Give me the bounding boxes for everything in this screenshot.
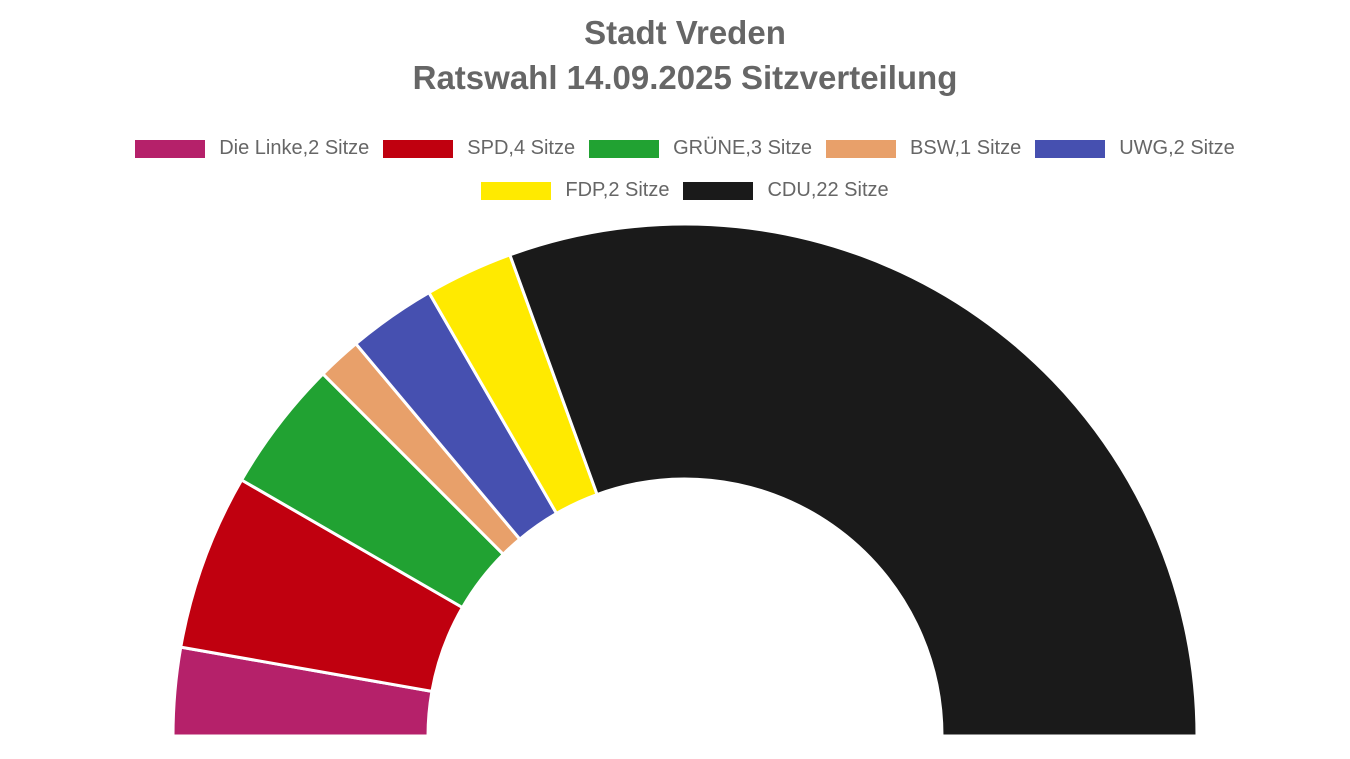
legend-row-1: Die Linke,2 Sitze SPD,4 Sitze GRÜNE,3 Si… <box>0 137 1350 160</box>
legend-label: BSW,1 Sitze <box>910 137 1022 159</box>
legend-swatch <box>589 139 660 158</box>
legend-item-die-linke[interactable]: Die Linke,2 Sitze <box>135 137 369 160</box>
legend-item-gruene[interactable]: GRÜNE,3 Sitze <box>589 137 812 160</box>
legend-item-bsw[interactable]: BSW,1 Sitze <box>826 137 1021 160</box>
legend-row-2: FDP,2 Sitze CDU,22 Sitze <box>0 179 1350 202</box>
legend-item-cdu[interactable]: CDU,22 Sitze <box>683 179 889 202</box>
legend-item-fdp[interactable]: FDP,2 Sitze <box>481 179 669 202</box>
segment-cdu[interactable] <box>508 222 1199 738</box>
legend-swatch <box>481 181 552 200</box>
chart-subtitle: Ratswahl 14.09.2025 Sitzverteilung <box>412 59 958 96</box>
chart-title: Stadt Vreden <box>584 14 786 51</box>
legend-swatch <box>826 139 897 158</box>
legend-label: UWG,2 Sitze <box>1119 137 1235 159</box>
legend-label: Die Linke,2 Sitze <box>219 137 370 159</box>
legend-swatch <box>1035 139 1106 158</box>
legend-item-spd[interactable]: SPD,4 Sitze <box>383 137 575 160</box>
legend-item-uwg[interactable]: UWG,2 Sitze <box>1035 137 1235 160</box>
legend-swatch <box>383 139 454 158</box>
legend-label: CDU,22 Sitze <box>767 179 889 201</box>
legend-label: SPD,4 Sitze <box>467 137 576 159</box>
legend-swatch <box>683 181 754 200</box>
semicircle-donut <box>171 222 1199 738</box>
legend-label: GRÜNE,3 Sitze <box>673 137 813 159</box>
legend-swatch <box>135 139 206 158</box>
legend-label: FDP,2 Sitze <box>565 179 670 201</box>
